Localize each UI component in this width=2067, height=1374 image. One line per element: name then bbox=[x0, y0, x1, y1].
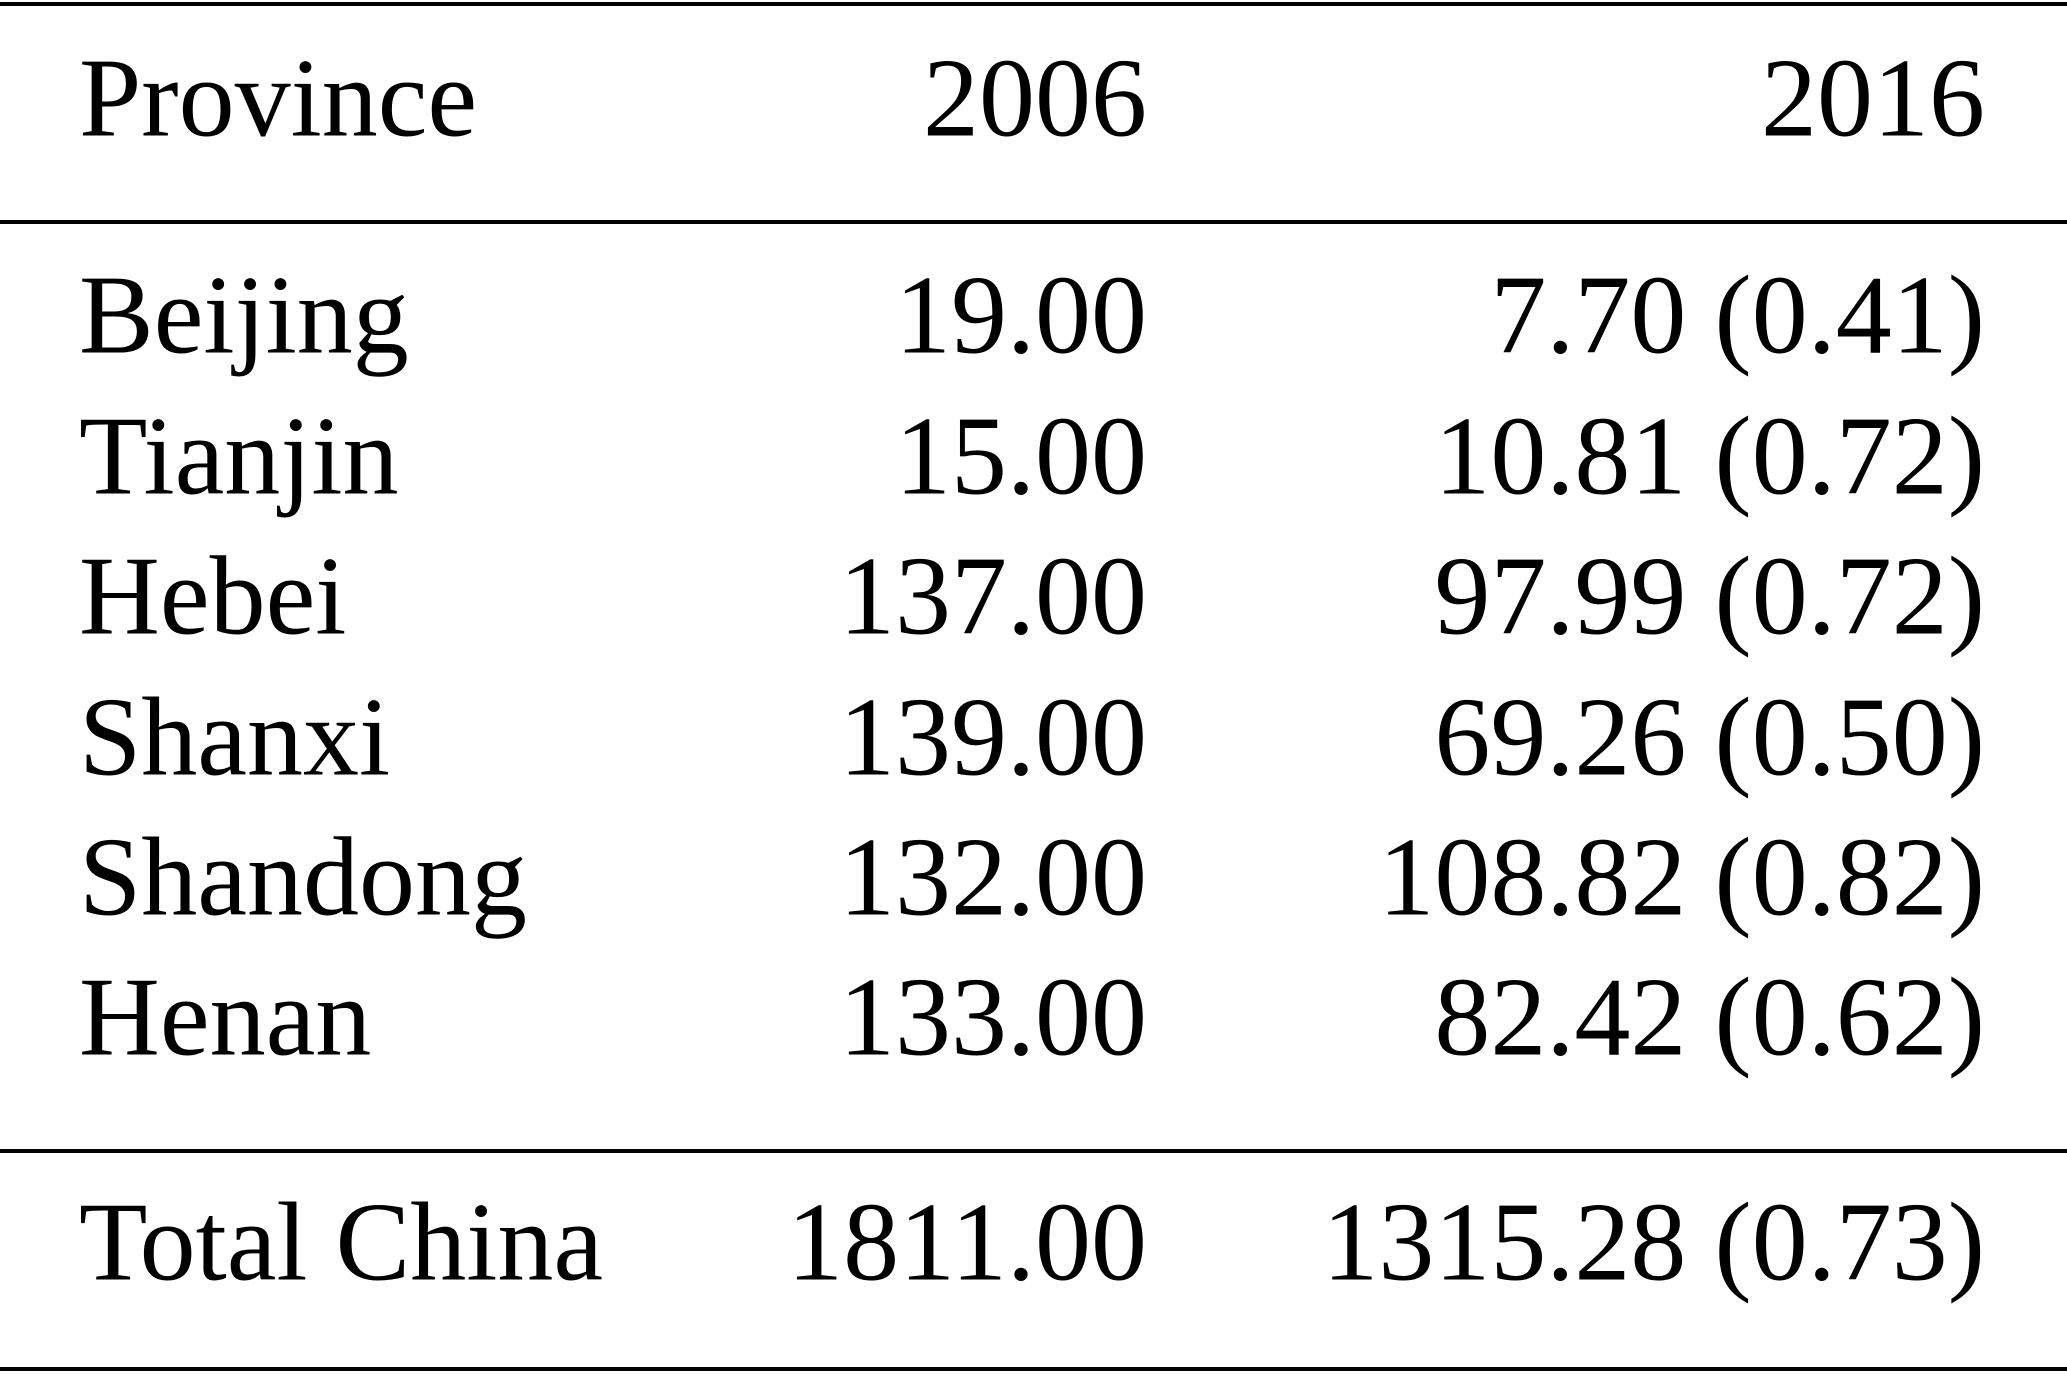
cell: 97.99 (0.72) bbox=[1434, 535, 1985, 659]
cell: 15.00 bbox=[895, 395, 1147, 519]
header-cell: Province bbox=[79, 37, 477, 161]
total-cell: Total China bbox=[79, 1181, 603, 1305]
cell: 10.81 (0.72) bbox=[1434, 395, 1985, 519]
header-cell: 2016 bbox=[1761, 37, 1985, 161]
cell: 132.00 bbox=[839, 816, 1147, 940]
cell: Hebei bbox=[79, 535, 346, 659]
total-cell: 1811.00 bbox=[787, 1181, 1147, 1305]
cell: 139.00 bbox=[839, 676, 1147, 800]
cell: 108.82 (0.82) bbox=[1378, 816, 1985, 940]
cell: Shandong bbox=[79, 816, 527, 940]
cell: Henan bbox=[79, 956, 371, 1080]
cell: Shanxi bbox=[79, 676, 390, 800]
cell: 69.26 (0.50) bbox=[1434, 676, 1985, 800]
cell: 19.00 bbox=[895, 254, 1147, 378]
cell: 137.00 bbox=[839, 535, 1147, 659]
total-cell: 1315.28 (0.73) bbox=[1322, 1181, 1985, 1305]
cell: 133.00 bbox=[839, 956, 1147, 1080]
cell: Beijing bbox=[79, 254, 409, 378]
cell: 82.42 (0.62) bbox=[1434, 956, 1985, 1080]
header-cell: 2006 bbox=[923, 37, 1147, 161]
cell: Tianjin bbox=[79, 395, 399, 519]
cell: 7.70 (0.41) bbox=[1490, 254, 1985, 378]
